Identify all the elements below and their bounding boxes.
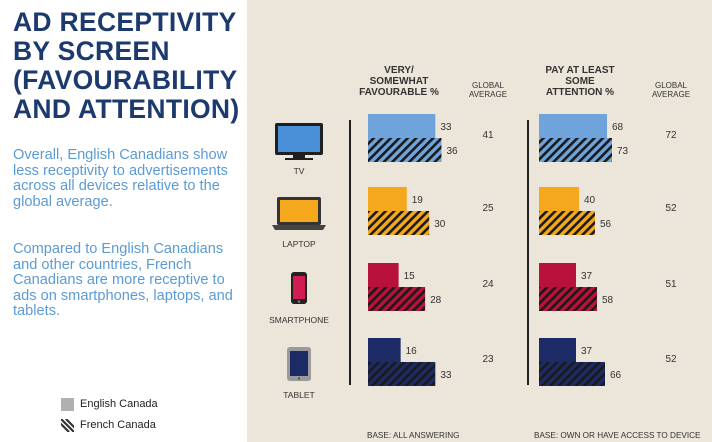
legend-label: French Canada <box>80 419 156 431</box>
bar-french <box>539 211 595 235</box>
global-average-value: 24 <box>482 279 494 290</box>
data-label-english: 19 <box>412 195 424 206</box>
data-label-french: 56 <box>600 219 612 230</box>
data-label-english: 40 <box>584 195 596 206</box>
global-average-value: 41 <box>482 130 494 141</box>
bar-english <box>539 338 576 362</box>
bar-english <box>368 114 436 138</box>
data-label-french: 36 <box>446 146 458 157</box>
panel-title: VERY/SOMEWHAT FAVOURABLE % <box>359 65 439 98</box>
laptop-icon <box>272 197 326 230</box>
data-label-french: 30 <box>434 219 446 230</box>
summary-paragraph-1: Overall, English Canadians show less rec… <box>13 147 228 210</box>
bar-english <box>539 187 579 211</box>
data-label-english: 16 <box>406 346 418 357</box>
category-label: SMARTPHONE <box>269 315 329 325</box>
global-average-value: 72 <box>665 130 677 141</box>
bar-french <box>368 211 430 235</box>
data-label-english: 37 <box>581 346 593 357</box>
data-label-french: 66 <box>610 370 622 381</box>
legend-item-french-canada: French Canada <box>61 418 156 432</box>
legend-swatch-solid <box>61 397 74 411</box>
bar-english <box>368 263 399 287</box>
global-average-value: 23 <box>482 354 494 365</box>
data-label-french: 58 <box>602 295 614 306</box>
base-note: BASE: OWN OR HAVE ACCESS TO DEVICE <box>534 431 701 440</box>
bar-english <box>368 187 407 211</box>
smartphone-icon <box>291 272 307 304</box>
data-label-french: 73 <box>617 146 629 157</box>
bar-english <box>368 338 401 362</box>
bar-english <box>539 114 607 138</box>
global-average-value: 52 <box>665 354 677 365</box>
data-label-french: 28 <box>430 295 442 306</box>
bar-french <box>368 287 426 311</box>
category-label: LAPTOP <box>282 239 316 249</box>
bar-french <box>368 138 442 162</box>
bar-chart: TV LAPTOP SMARTPHONE TABLET VERY/SOMEWHAT FAV… <box>269 65 701 440</box>
tablet-icon <box>287 347 311 381</box>
data-label-french: 33 <box>440 370 452 381</box>
data-label-english: 37 <box>581 271 593 282</box>
page-title: AD RECEPTIVITY BY SCREEN (FAVOURABILITY … <box>13 7 240 124</box>
bar-french <box>368 362 436 386</box>
left-panel: AD RECEPTIVITY BY SCREEN (FAVOURABILITY … <box>0 0 247 442</box>
base-note: BASE: ALL ANSWERING <box>367 431 460 440</box>
tv-icon <box>275 123 323 160</box>
legend-item-english-canada: English Canada <box>61 397 158 411</box>
bar-english <box>539 263 576 287</box>
bar-french <box>539 362 605 386</box>
panel-title: PAY AT LEAST SOME ATTENTION % <box>545 65 614 98</box>
legend-swatch-hatched <box>61 418 74 432</box>
global-average-header: GLOBAL AVERAGE <box>469 81 507 99</box>
bar-french <box>539 287 597 311</box>
global-average-value: 51 <box>665 279 677 290</box>
data-label-english: 68 <box>612 122 624 133</box>
global-average-value: 52 <box>665 203 677 214</box>
global-average-value: 25 <box>482 203 494 214</box>
legend-label: English Canada <box>80 398 158 410</box>
data-label-english: 15 <box>404 271 416 282</box>
bar-french <box>539 138 612 162</box>
global-average-header: GLOBAL AVERAGE <box>652 81 690 99</box>
category-label: TV <box>294 166 305 176</box>
data-label-english: 33 <box>440 122 452 133</box>
chart-panel: TV LAPTOP SMARTPHONE TABLET VERY/SOMEWHAT FAV… <box>247 0 712 442</box>
summary-paragraph-2: Compared to English Canadians and other … <box>13 241 233 319</box>
category-label: TABLET <box>283 390 315 400</box>
